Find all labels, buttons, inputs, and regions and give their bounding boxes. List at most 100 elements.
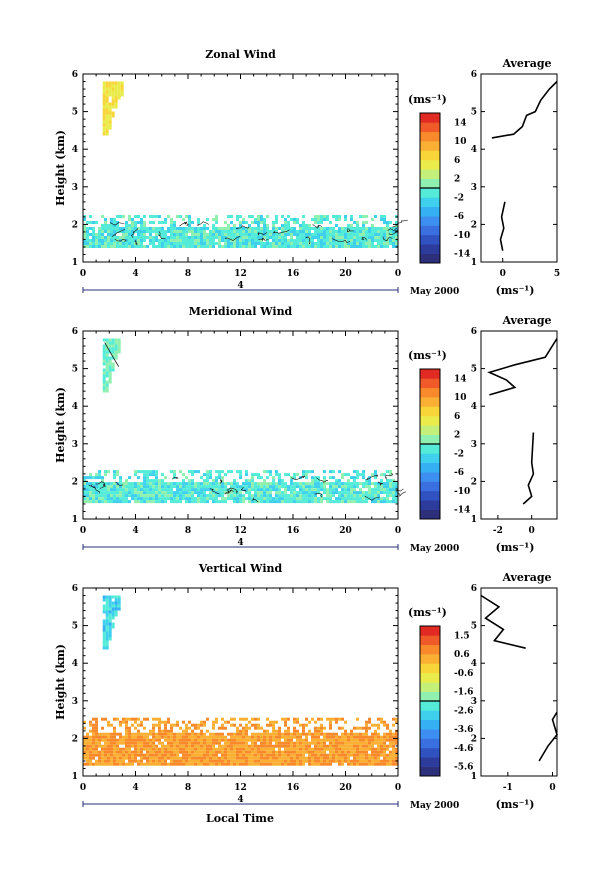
heat-cell: [116, 738, 119, 742]
heat-cell: [263, 488, 266, 492]
heat-cell: [98, 227, 101, 230]
heat-cell: [344, 729, 347, 733]
heat-cell: [110, 735, 113, 739]
heat-cell: [185, 744, 188, 748]
heat-cell: [389, 756, 392, 760]
heat-cell: [146, 494, 149, 498]
heat-cell: [140, 482, 143, 486]
heat-cell: [248, 759, 251, 763]
heat-cell: [152, 470, 155, 474]
heat-cell: [332, 215, 335, 218]
heat-cell: [356, 753, 359, 757]
heat-cell: [368, 491, 371, 495]
heat-cell: [206, 485, 209, 489]
heat-cell: [125, 494, 128, 498]
heat-cell: [116, 744, 119, 748]
heat-cell: [200, 233, 203, 236]
heat-cell: [302, 221, 305, 224]
heat-cell: [308, 491, 311, 495]
heat-cell: [281, 762, 284, 766]
heat-cell: [290, 245, 293, 248]
colorbar-tick-label: 10: [454, 393, 467, 403]
heat-cell: [182, 230, 185, 233]
heat-cell: [107, 224, 110, 227]
heat-cell: [347, 224, 350, 227]
heat-cell: [329, 762, 332, 766]
heat-cell: [203, 239, 206, 242]
heat-cell: [317, 756, 320, 760]
heat-cell: [111, 93, 115, 97]
heat-cell: [269, 482, 272, 486]
heat-cell: [293, 756, 296, 760]
heat-cell: [209, 470, 212, 474]
heat-cell: [188, 236, 191, 239]
heat-cell: [179, 233, 182, 236]
heat-cell: [263, 497, 266, 501]
heat-cell: [218, 494, 221, 498]
heat-cell: [167, 720, 170, 724]
heat-cell: [146, 750, 149, 754]
heat-cell: [182, 738, 185, 742]
heat-cell: [83, 479, 86, 483]
heat-cell: [230, 485, 233, 489]
heat-cell: [110, 744, 113, 748]
heat-cell: [212, 485, 215, 489]
heat-cell: [83, 491, 86, 495]
heat-cell: [134, 221, 137, 224]
heat-cell: [200, 500, 203, 504]
heat-cell: [116, 215, 119, 218]
heat-cell: [191, 747, 194, 751]
heat-cell: [108, 359, 112, 363]
heat-cell: [104, 236, 107, 239]
heat-cell: [92, 762, 95, 766]
heat-cell: [374, 500, 377, 504]
heat-cell: [194, 750, 197, 754]
heat-cell: [113, 717, 116, 721]
heat-cell: [299, 224, 302, 227]
heat-cell: [263, 744, 266, 748]
average-line-lower: [538, 711, 558, 762]
heat-cell: [287, 500, 290, 504]
heat-cell: [146, 738, 149, 742]
heat-cell: [236, 482, 239, 486]
heat-cell: [281, 224, 284, 227]
heat-cell: [287, 485, 290, 489]
heat-cell: [128, 744, 131, 748]
heat-cell: [287, 230, 290, 233]
colorbar-tick-label: -14: [454, 250, 470, 260]
heat-cell: [338, 218, 341, 221]
heat-cell: [299, 738, 302, 742]
heat-cell: [203, 242, 206, 245]
heat-cell: [110, 750, 113, 754]
heat-cell: [191, 729, 194, 733]
heat-cell: [332, 747, 335, 751]
heat-cell: [383, 488, 386, 492]
heat-cell: [146, 236, 149, 239]
heat-cell: [299, 762, 302, 766]
heat-cell: [105, 601, 109, 605]
colorbar-band: [420, 216, 440, 226]
heat-cell: [134, 497, 137, 501]
heat-cell: [383, 756, 386, 760]
heat-cell: [359, 744, 362, 748]
heat-cell: [107, 239, 110, 242]
heat-cell: [275, 242, 278, 245]
heat-cell: [359, 239, 362, 242]
heat-cell: [320, 494, 323, 498]
heat-cell: [260, 732, 263, 736]
heat-cell: [113, 485, 116, 489]
heat-cell: [117, 87, 121, 91]
heat-cell: [170, 500, 173, 504]
heat-cell: [203, 744, 206, 748]
heat-cell: [125, 230, 128, 233]
heat-cell: [113, 482, 116, 486]
heat-cell: [239, 491, 242, 495]
heat-cell: [215, 756, 218, 760]
heat-cell: [344, 500, 347, 504]
colorbar-band: [420, 378, 440, 389]
heat-cell: [209, 476, 212, 480]
y-axis-label: Height (km): [54, 130, 67, 206]
heat-cell: [149, 750, 152, 754]
heat-cell: [167, 215, 170, 218]
avg-unit-label: (ms⁻¹): [496, 541, 535, 554]
